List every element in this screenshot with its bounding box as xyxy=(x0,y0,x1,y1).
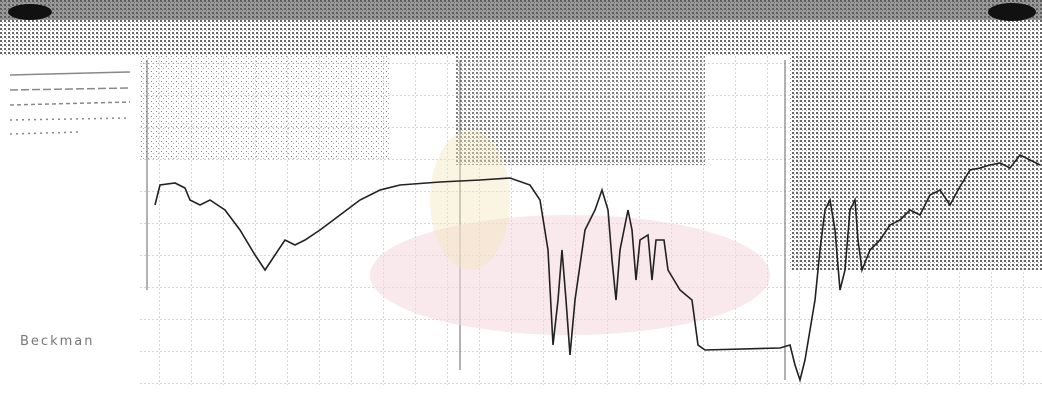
legend-lines xyxy=(10,72,130,134)
corner-blot xyxy=(8,4,52,20)
corner-blot xyxy=(988,3,1036,21)
top-edge xyxy=(0,0,1042,20)
brand-label: Beckman xyxy=(20,334,94,349)
scanned-spectrum: Beckman xyxy=(0,0,1042,408)
watermark xyxy=(370,215,770,335)
watermark xyxy=(430,130,510,270)
page: Beckman (() => { const data = JSON.parse… xyxy=(0,0,1042,408)
